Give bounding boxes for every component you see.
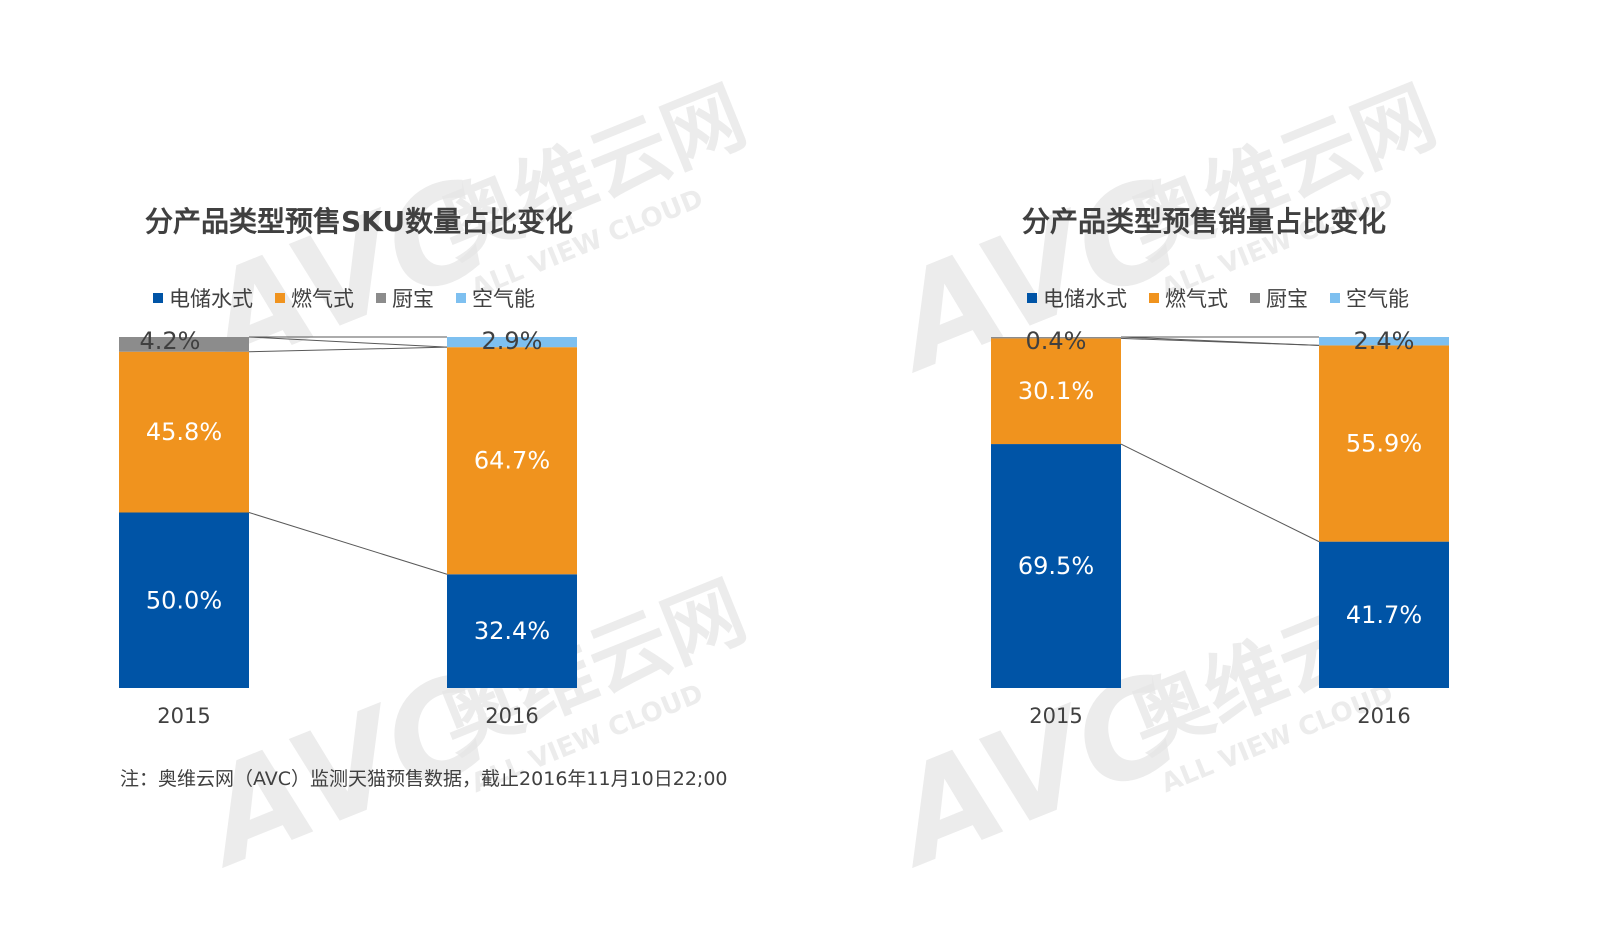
legend-item: 燃气式: [275, 283, 354, 313]
bar-segment: [991, 337, 1121, 339]
data-label: 64.7%: [474, 447, 550, 475]
legend-item: 厨宝: [376, 283, 434, 313]
legend-sales: 电储水式 燃气式 厨宝 空气能: [1027, 283, 1431, 313]
legend-swatch: [1149, 293, 1159, 303]
data-label: 41.7%: [1346, 601, 1422, 629]
bar-segment: [1319, 541, 1449, 688]
chart-group-1: 2015 2016 69.5% 30.1% 0.4% 41.7% 55.9% 2.4%: [991, 327, 1449, 728]
connector-line: [248, 336, 448, 348]
chart-title-sales: 分产品类型预售销量占比变化: [1022, 205, 1387, 238]
connector-line: [248, 512, 448, 575]
bar-segment: [1319, 337, 1449, 346]
legend-label: 电储水式: [1043, 287, 1127, 311]
source-note: 注：奥维云网（AVC）监测天猫预售数据，截止2016年11月10日22;00: [120, 768, 728, 790]
bar-segment: [119, 351, 249, 513]
legend-swatch: [456, 293, 466, 303]
legend-label: 空气能: [1346, 287, 1409, 311]
data-label: 4.2%: [140, 327, 201, 355]
x-tick-label: 2016: [1357, 704, 1410, 728]
data-label: 50.0%: [146, 586, 222, 614]
legend-swatch: [275, 293, 285, 303]
legend-label: 厨宝: [1266, 287, 1308, 311]
bar-segment: [119, 337, 249, 352]
data-label: 32.4%: [474, 617, 550, 645]
legend-swatch: [1027, 293, 1037, 303]
legend-sku: 电储水式 燃气式 厨宝 空气能: [153, 283, 557, 313]
legend-item: 空气能: [456, 283, 535, 313]
bar-segment: [991, 444, 1121, 688]
bar-segment: [447, 337, 577, 348]
legend-label: 燃气式: [291, 287, 354, 311]
bar-segment: [1319, 345, 1449, 542]
legend-item: 空气能: [1330, 283, 1409, 313]
legend-swatch: [153, 293, 163, 303]
data-label: 2.9%: [482, 327, 543, 355]
legend-item: 厨宝: [1250, 283, 1308, 313]
legend-label: 空气能: [472, 287, 535, 311]
data-label: 55.9%: [1346, 430, 1422, 458]
legend-item: 燃气式: [1149, 283, 1228, 313]
bar-segment: [991, 338, 1121, 445]
chart-group-0: 2015 2016 50.0% 45.8% 4.2% 32.4% 64.7% 2.9%: [119, 327, 577, 728]
legend-swatch: [1330, 293, 1340, 303]
x-tick-label: 2015: [157, 704, 210, 728]
x-tick-label: 2015: [1029, 704, 1082, 728]
data-label: 45.8%: [146, 418, 222, 446]
data-label: 0.4%: [1026, 327, 1087, 355]
connector-line: [1120, 443, 1320, 543]
legend-swatch: [1250, 293, 1260, 303]
connector-line: [1120, 336, 1320, 346]
data-label: 2.4%: [1354, 327, 1415, 355]
data-label: 69.5%: [1018, 552, 1094, 580]
bar-segment: [447, 347, 577, 575]
connector-line: [248, 346, 448, 353]
bar-segment: [447, 574, 577, 688]
bar-segment: [119, 512, 249, 688]
x-tick-label: 2016: [485, 704, 538, 728]
legend-label: 厨宝: [392, 287, 434, 311]
legend-label: 燃气式: [1165, 287, 1228, 311]
legend-item: 电储水式: [1027, 283, 1127, 313]
legend-item: 电储水式: [153, 283, 253, 313]
data-label: 30.1%: [1018, 377, 1094, 405]
chart-title-sku: 分产品类型预售SKU数量占比变化: [145, 205, 574, 238]
legend-swatch: [376, 293, 386, 303]
legend-label: 电储水式: [169, 287, 253, 311]
